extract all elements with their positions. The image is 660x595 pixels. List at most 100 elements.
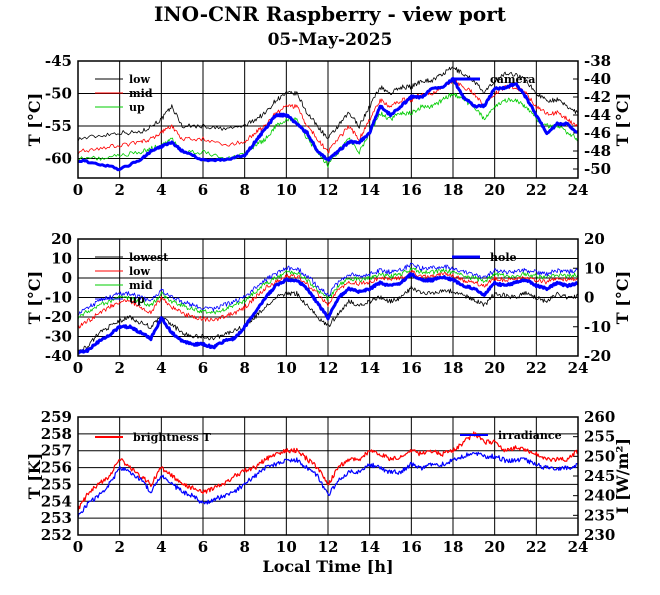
y-tick-right: -44	[584, 106, 611, 124]
series-line-up	[78, 262, 578, 316]
legend-label: up	[129, 293, 145, 306]
x-tick: 20	[484, 538, 505, 556]
series-line-lowest	[78, 285, 578, 355]
legend-label: lowest	[129, 251, 169, 264]
series-line-irradiance	[78, 451, 578, 518]
x-tick: 8	[239, 359, 249, 377]
x-tick: 16	[401, 181, 422, 199]
x-tick: 22	[526, 181, 547, 199]
series-group	[78, 431, 578, 518]
legend-label: irradiance	[498, 429, 562, 442]
y-tick-right: -46	[584, 124, 611, 142]
x-tick: 18	[443, 181, 464, 199]
panels: -45-50-55-600 2 4 6 8 10 12 14 16 18 20 22 24-38-40-…	[25, 52, 632, 576]
series-line-low	[78, 66, 578, 142]
y-tick-left: -30	[45, 328, 72, 346]
series-line-hole	[78, 272, 578, 355]
x-tick: 18	[443, 359, 464, 377]
y-tick-right: -50	[584, 160, 611, 178]
x-tick: 2	[114, 181, 124, 199]
y-tick-right: 10	[584, 259, 605, 277]
x-tick: 6	[198, 359, 208, 377]
y-tick-right: 20	[584, 230, 605, 248]
x-tick: 14	[359, 359, 380, 377]
y-tick-right: -40	[584, 70, 611, 88]
legend-label: mid	[129, 279, 153, 292]
y-tick-left: 252	[41, 526, 72, 544]
y-axis-label-left: T [°C]	[25, 271, 44, 324]
x-tick: 22	[526, 359, 547, 377]
y-axis-label-left: T [K]	[25, 453, 44, 500]
x-tick: 12	[318, 181, 339, 199]
y-tick-left: 0	[62, 269, 72, 287]
x-tick: 4	[156, 359, 166, 377]
x-tick: 16	[401, 538, 422, 556]
y-axis-label-left: T [°C]	[25, 93, 44, 146]
y-tick-right: -10	[584, 318, 611, 336]
x-tick: 16	[401, 359, 422, 377]
x-tick: 10	[276, 181, 297, 199]
x-tick: 2	[114, 359, 124, 377]
x-tick: 6	[198, 181, 208, 199]
y-tick-left: -50	[45, 85, 72, 103]
y-tick-right: 235	[584, 506, 615, 524]
legend-label: brightness T	[133, 431, 212, 444]
y-tick-left: 256	[41, 459, 72, 477]
y-tick-left: 10	[51, 250, 72, 268]
x-tick: 4	[156, 538, 166, 556]
y-tick-left: 253	[41, 509, 72, 527]
y-tick-right: 230	[584, 526, 615, 544]
legend-label: low	[129, 73, 151, 86]
x-tick: 20	[484, 359, 505, 377]
series-line-camera	[78, 76, 578, 172]
x-tick: 12	[318, 538, 339, 556]
y-tick-left: -45	[45, 52, 72, 70]
x-tick: 10	[276, 359, 297, 377]
x-tick: 0	[73, 538, 83, 556]
x-axis-label: Local Time [h]	[262, 557, 393, 576]
y-tick-left: 258	[41, 425, 72, 443]
y-axis-label-right: T [°C]	[613, 271, 632, 324]
x-tick: 22	[526, 538, 547, 556]
series-group	[78, 262, 578, 355]
y-tick-left: 259	[41, 408, 72, 426]
y-tick-left: -10	[45, 289, 72, 307]
y-tick-right: -48	[584, 142, 611, 160]
x-tick: 2	[114, 538, 124, 556]
x-tick: 12	[318, 359, 339, 377]
legend-label: camera	[490, 73, 535, 86]
x-tick: 18	[443, 538, 464, 556]
chart-date: 05-May-2025	[268, 30, 393, 50]
x-tick: 0	[73, 359, 83, 377]
y-tick-left: 257	[41, 442, 72, 460]
y-tick-left: 255	[41, 475, 72, 493]
y-tick-left: -55	[45, 117, 72, 135]
panel-top: -45-50-55-600 2 4 6 8 10 12 14 16 18 20 22 24-38-40-…	[25, 52, 632, 199]
legend-label: up	[129, 101, 145, 114]
chart-title: INO-CNR Raspberry - view port	[154, 2, 507, 26]
series-line-brightness-T	[78, 431, 578, 513]
x-tick: 24	[568, 359, 589, 377]
plot-frame	[77, 416, 579, 536]
y-axis-label-right: T [°C]	[613, 93, 632, 146]
y-tick-right: -38	[584, 52, 611, 70]
series-group	[78, 66, 578, 172]
x-tick: 4	[156, 181, 166, 199]
y-tick-right: 255	[584, 428, 615, 446]
x-tick: 8	[239, 538, 249, 556]
legend-label: hole	[490, 251, 517, 264]
y-tick-right: -42	[584, 88, 611, 106]
series-line-low	[78, 269, 578, 330]
x-tick: 0	[73, 181, 83, 199]
x-tick: 24	[568, 181, 589, 199]
x-tick: 14	[359, 181, 380, 199]
x-tick: 14	[359, 538, 380, 556]
x-tick: 24	[568, 538, 589, 556]
y-tick-left: -60	[45, 150, 72, 168]
y-tick-right: -20	[584, 347, 611, 365]
y-tick-right: 245	[584, 467, 615, 485]
legend-label: mid	[129, 87, 153, 100]
y-tick-left: -20	[45, 308, 72, 326]
